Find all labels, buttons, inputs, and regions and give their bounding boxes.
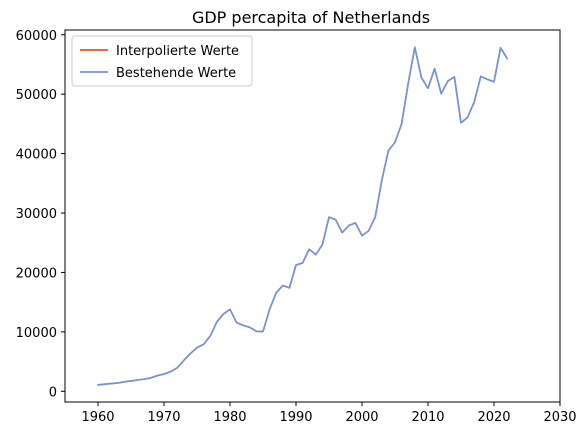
legend-box [71, 35, 253, 87]
x-tick-label: 2030 [543, 410, 576, 425]
plot-area [97, 46, 509, 386]
legend-label: Interpolierte Werte [116, 44, 239, 59]
y-tick-label: 50000 [16, 88, 57, 103]
x-tick-label: 2010 [411, 410, 444, 425]
x-tick-label: 1960 [81, 410, 114, 425]
x-tick-label: 1990 [279, 410, 312, 425]
y-tick-label: 0 [49, 385, 57, 400]
x-tick-label: 1980 [213, 410, 246, 425]
y-tick-label: 60000 [16, 29, 57, 44]
x-tick-label: 2020 [477, 410, 510, 425]
x-tick-label: 2000 [345, 410, 378, 425]
legend: Interpolierte Werte Bestehende Werte [71, 35, 253, 87]
y-tick-label: 40000 [16, 148, 57, 163]
y-tick-label: 20000 [16, 266, 57, 281]
axes-frame [64, 29, 561, 403]
chart-title: GDP percapita of Netherlands [192, 8, 430, 27]
y-tick-label: 30000 [16, 207, 57, 222]
legend-label: Bestehende Werte [116, 66, 236, 81]
x-tick-label: 1970 [147, 410, 180, 425]
axes: 1960 1970 1980 1990 2000 2010 2020 2030 0 10000 20… [16, 29, 577, 425]
y-tick-label: 10000 [16, 326, 57, 341]
series-line-existing [97, 46, 509, 386]
